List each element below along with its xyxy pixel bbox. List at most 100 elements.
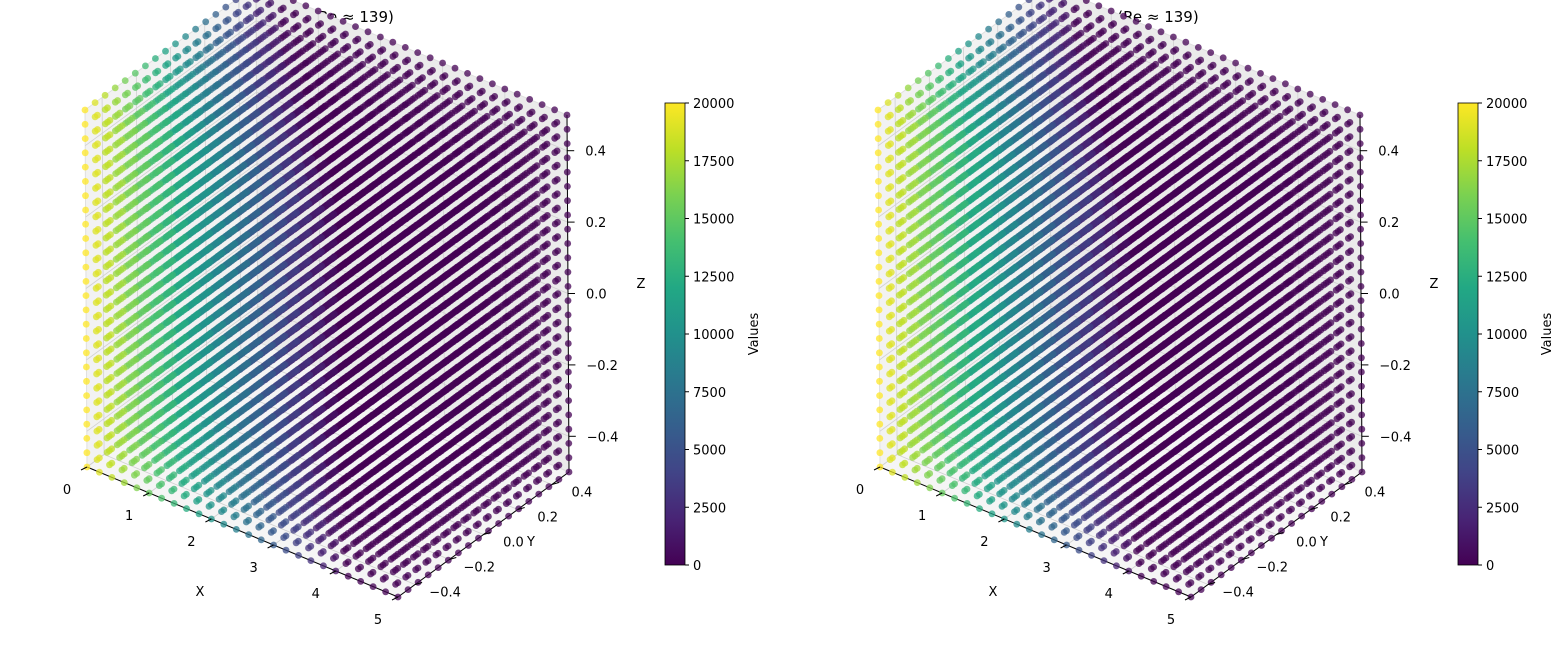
data-point — [194, 95, 201, 103]
data-point — [304, 72, 311, 80]
data-point — [169, 85, 177, 93]
data-point — [232, 0, 240, 4]
data-point — [299, 47, 307, 55]
data-point — [342, 30, 349, 38]
data-point — [287, 42, 294, 49]
data-point — [281, 74, 289, 82]
data-point — [111, 84, 119, 92]
data-point — [411, 94, 419, 101]
data-point — [329, 82, 336, 90]
data-point — [311, 52, 319, 60]
data-point — [399, 89, 406, 96]
data-point — [369, 53, 377, 61]
data-point — [406, 69, 414, 76]
data-point — [366, 41, 374, 48]
grid-line — [85, 91, 257, 218]
data-point — [332, 37, 339, 45]
data-point — [266, 56, 274, 64]
data-point — [309, 40, 317, 47]
data-point — [371, 66, 379, 73]
data-point — [249, 26, 257, 34]
data-point — [101, 91, 109, 99]
data-point — [364, 28, 372, 36]
data-point — [296, 92, 304, 100]
data-point — [179, 78, 187, 85]
data-point — [526, 96, 534, 103]
data-point — [121, 77, 129, 84]
data-point — [326, 70, 334, 78]
data-point — [267, 0, 275, 7]
data-point — [466, 82, 474, 90]
data-point — [329, 25, 337, 33]
data-point — [361, 73, 369, 81]
data-point — [227, 28, 235, 36]
data-point — [226, 86, 234, 94]
data-point — [404, 56, 412, 64]
data-point — [301, 60, 309, 67]
data-point — [386, 83, 394, 91]
data-point — [302, 2, 310, 10]
data-point — [481, 100, 489, 108]
data-point — [319, 90, 326, 98]
data-point — [388, 96, 396, 104]
data-point — [271, 82, 279, 89]
data-point — [374, 78, 381, 86]
data-point — [451, 64, 459, 72]
data-point — [239, 34, 247, 41]
data-point — [192, 25, 200, 33]
grid-line — [86, 234, 258, 361]
data-point — [172, 40, 179, 48]
data-point — [334, 50, 342, 58]
data-point — [217, 36, 224, 43]
data-point — [359, 60, 367, 68]
data-point — [276, 49, 284, 57]
data-point — [149, 100, 156, 107]
data-point — [212, 11, 220, 18]
data-point — [444, 84, 451, 92]
data-point — [307, 27, 314, 35]
data-point — [354, 35, 362, 43]
data-point — [339, 18, 347, 25]
data-point — [376, 91, 384, 98]
data-point — [124, 89, 131, 97]
data-point — [184, 45, 192, 53]
data-point — [282, 17, 289, 24]
data-point — [131, 69, 139, 77]
data-point — [159, 92, 167, 100]
data-point — [244, 1, 252, 9]
data-point — [262, 31, 269, 39]
data-point — [136, 94, 144, 102]
data-point — [201, 75, 209, 83]
data-point — [187, 58, 194, 65]
data-point — [134, 82, 142, 90]
data-point — [264, 44, 272, 52]
data-point — [324, 57, 332, 65]
data-point — [194, 38, 202, 46]
data-point — [464, 70, 471, 77]
data-point — [247, 14, 255, 21]
data-point — [272, 24, 279, 32]
data-point — [423, 99, 431, 107]
data-point — [391, 51, 399, 59]
grid-line — [84, 20, 257, 147]
data-point — [433, 92, 441, 99]
data-point — [274, 37, 282, 44]
data-point — [336, 63, 344, 70]
data-point — [456, 89, 464, 97]
data-point — [164, 60, 172, 68]
data-point — [114, 97, 121, 104]
data-point — [171, 98, 179, 105]
data-point — [409, 81, 416, 89]
data-point — [327, 12, 334, 20]
data-point — [431, 79, 439, 87]
data-point — [202, 18, 210, 26]
data-point — [316, 77, 324, 85]
grid-line — [86, 305, 259, 432]
data-point — [216, 93, 224, 101]
data-point — [309, 97, 316, 105]
data-point — [229, 41, 237, 49]
data-point — [379, 46, 387, 53]
data-point — [289, 54, 297, 62]
data-point — [204, 30, 212, 38]
data-point — [284, 87, 291, 94]
